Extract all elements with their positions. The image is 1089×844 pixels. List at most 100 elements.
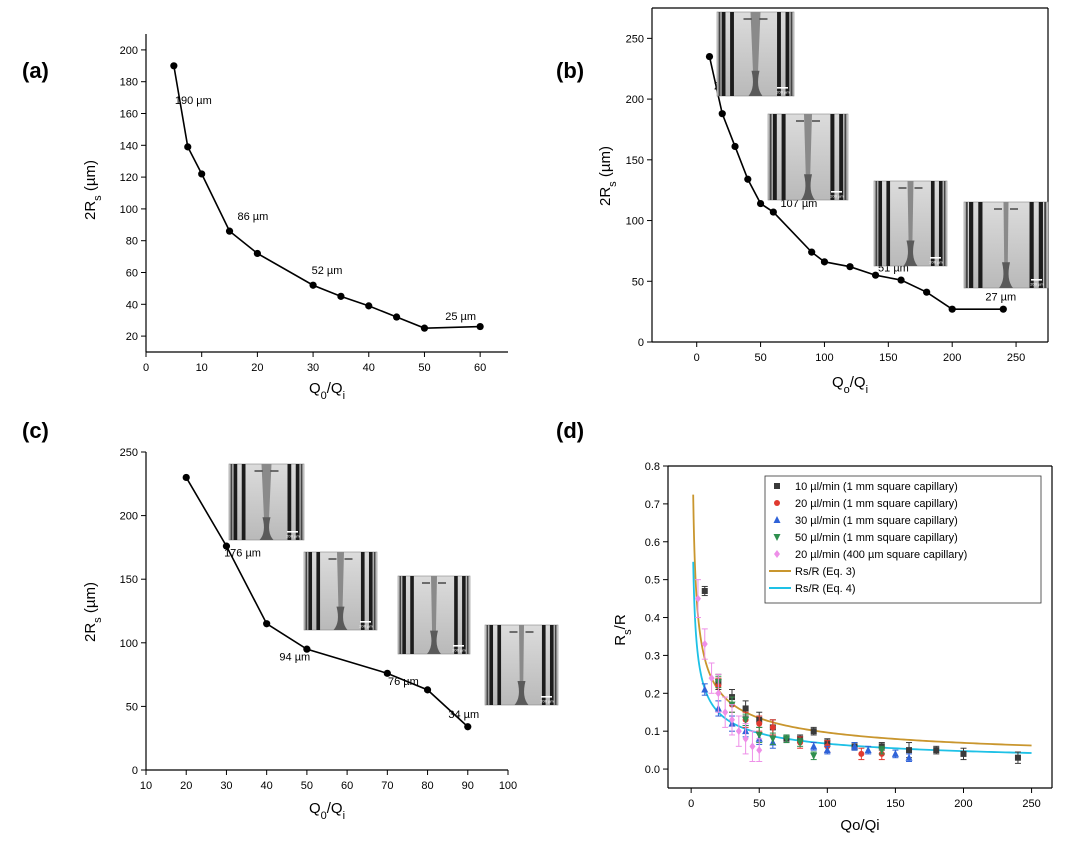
data-point (337, 293, 344, 300)
y-tick-label: 200 (120, 511, 138, 523)
point-annotation: 176 µm (224, 547, 261, 559)
legend-entry: 20 µl/min (400 µm square capillary) (795, 549, 967, 561)
data-point (749, 742, 755, 750)
x-tick-label: 100 (815, 352, 833, 364)
data-point (744, 176, 751, 183)
x-tick-label: 50 (754, 352, 766, 364)
scale-bar-label: 200 µm (1030, 282, 1044, 287)
data-point (736, 727, 742, 735)
x-axis-label: Q0/Qi (309, 380, 345, 402)
point-annotation: 190 µm (175, 95, 212, 107)
data-point (774, 483, 780, 489)
data-point (183, 474, 190, 481)
series-line (174, 66, 480, 328)
data-point (757, 200, 764, 207)
y-tick-label: 40 (126, 299, 138, 311)
data-point (198, 170, 205, 177)
y-axis-label: 2Rs (µm) (597, 146, 619, 206)
data-point (770, 208, 777, 215)
x-tick-label: 50 (418, 362, 430, 374)
legend-entry: Rs/R (Eq. 3) (795, 566, 856, 578)
data-point (170, 62, 177, 69)
x-tick-label: 50 (301, 780, 313, 792)
inset-micrograph-4: 200 µm (964, 202, 1048, 288)
point-annotation: 94 µm (279, 652, 310, 664)
inset-micrograph-2: 200 µm (768, 114, 848, 200)
data-series (715, 678, 884, 759)
data-point (811, 728, 817, 734)
data-point (719, 110, 726, 117)
data-point (756, 721, 762, 727)
data-point (184, 143, 191, 150)
y-tick-label: 100 (120, 204, 138, 216)
y-tick-label: 250 (626, 33, 644, 45)
data-point (309, 282, 316, 289)
panel-label-c: (c) (22, 418, 49, 443)
x-tick-label: 10 (196, 362, 208, 374)
data-point (393, 313, 400, 320)
data-point (743, 735, 749, 743)
x-tick-label: 200 (943, 352, 961, 364)
panel-label-a: (a) (22, 58, 49, 83)
y-tick-label: 50 (632, 276, 644, 288)
x-tick-label: 250 (1007, 352, 1025, 364)
y-tick-label: 100 (626, 216, 644, 228)
data-point (770, 724, 776, 730)
inset-micrograph-2: 200 µm (304, 552, 377, 630)
inset-micrograph-3: 200 µm (874, 181, 947, 266)
x-tick-label: 20 (251, 362, 263, 374)
x-tick-label: 20 (180, 780, 192, 792)
inset-micrograph-4: 200 µm (485, 625, 558, 705)
x-tick-label: 0 (694, 352, 700, 364)
x-tick-label: 10 (140, 780, 152, 792)
data-point (858, 751, 864, 757)
y-tick-label: 0.7 (645, 499, 660, 511)
data-point (365, 302, 372, 309)
x-tick-label: 0 (688, 798, 694, 810)
inset-micrograph-1: 200 µm (717, 12, 794, 96)
data-point (933, 747, 939, 753)
x-axis-label: Q0/Qi (309, 800, 345, 822)
x-tick-label: 250 (1022, 798, 1040, 810)
x-tick-label: 150 (879, 352, 897, 364)
x-tick-label: 150 (886, 798, 904, 810)
x-tick-label: 30 (307, 362, 319, 374)
data-point (949, 306, 956, 313)
y-tick-label: 60 (126, 268, 138, 280)
chart-panel-d: 0.0 0.1 0.2 0.3 0.4 0.5 0.6 0.7 0.8 0 50 100 150 200 2… (612, 461, 1052, 834)
data-point (892, 750, 899, 757)
point-annotation: 27 µm (985, 292, 1016, 304)
scale-bar-label: 200 µm (830, 194, 844, 199)
y-tick-label: 250 (120, 447, 138, 459)
y-tick-label: 0 (132, 765, 138, 777)
data-point (702, 588, 708, 594)
panel-label-d: (d) (556, 418, 584, 443)
x-tick-label: 40 (261, 780, 273, 792)
figure-canvas: (a) (b) (c) (d) 204060801001201401601802… (0, 0, 1089, 844)
chart-panel-b: 0 50 100 150 200 250 0 50 100 150 200 250 2Rs (µm) Qo… (597, 8, 1048, 396)
y-tick-label: 0.5 (645, 575, 660, 587)
point-annotation: 76 µm (388, 676, 419, 688)
y-tick-label: 50 (126, 701, 138, 713)
data-point (421, 325, 428, 332)
data-point (821, 258, 828, 265)
x-axis-label: Qo/Qi (840, 817, 879, 834)
x-tick-label: 90 (462, 780, 474, 792)
y-axis-label: 2Rs (µm) (82, 582, 104, 642)
y-tick-label: 100 (120, 638, 138, 650)
data-point (263, 620, 270, 627)
chart-panel-c: 0 50 100 150 200 250 10 20 30 40 50 60 70 80 90 100 2Rs … (82, 447, 558, 822)
inset-micrograph-1: 200 µm (229, 464, 304, 540)
y-tick-label: 200 (626, 94, 644, 106)
y-tick-label: 150 (626, 155, 644, 167)
legend-entry: 10 µl/min (1 mm square capillary) (795, 481, 958, 493)
data-point (729, 716, 735, 724)
y-tick-label: 200 (120, 45, 138, 57)
data-point (1000, 306, 1007, 313)
x-tick-label: 100 (499, 780, 517, 792)
y-tick-label: 0 (638, 337, 644, 349)
x-tick-label: 80 (421, 780, 433, 792)
y-tick-label: 20 (126, 331, 138, 343)
data-point (846, 263, 853, 270)
legend-entry: 20 µl/min (1 mm square capillary) (795, 498, 958, 510)
